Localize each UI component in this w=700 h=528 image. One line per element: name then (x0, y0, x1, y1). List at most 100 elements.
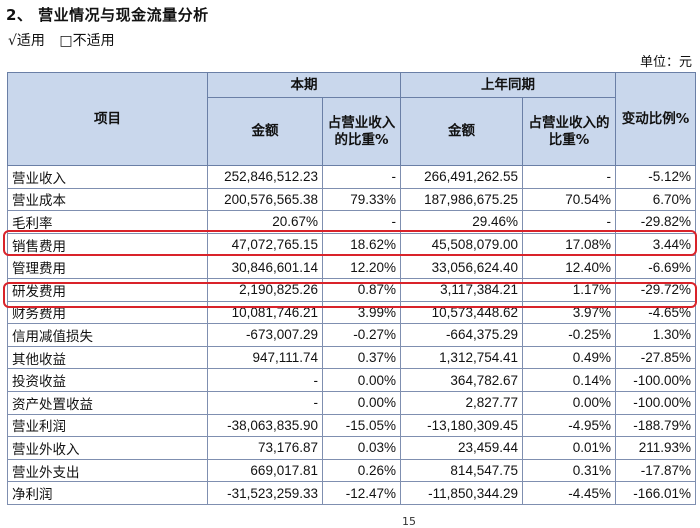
table-row: 管理费用 30,846,601.14 12.20% 33,056,624.40 12.4… (7, 255, 696, 279)
header-change-ratio: 变动比例% (615, 72, 696, 166)
row-item: 净利润 (7, 481, 208, 505)
table-row: 营业收入 252,846,512.23-266,491,262.55- -5.12% (7, 165, 696, 189)
row-item: 信用减值损失 (7, 323, 208, 347)
current-amount: 10,081,746.21 (207, 300, 323, 325)
change-ratio: -4.65% (615, 300, 696, 325)
unit-label: 单位：元 (639, 55, 692, 70)
change-ratio: -100.00% (615, 390, 696, 415)
page-number: 15 (402, 515, 416, 528)
change-ratio: -6.69% (615, 255, 696, 279)
prior-amount: 29.46% (400, 210, 523, 234)
current-share: 0.26% (322, 458, 401, 483)
not-applicable-option: □不适用 (59, 33, 115, 49)
prior-share: 0.00% (522, 390, 616, 415)
row-item: 其他收益 (7, 345, 208, 370)
change-ratio: 1.30% (615, 323, 696, 347)
current-amount: 252,846,512.23 (207, 165, 323, 189)
applicability-options: √适用 □不适用 (8, 30, 125, 50)
current-amount: -31,523,259.33 (207, 481, 323, 505)
header-current-period: 本期 (207, 72, 401, 98)
prior-amount: 10,573,448.62 (400, 300, 523, 325)
prior-amount: 3,117,384.21 (400, 277, 523, 302)
change-ratio: -29.72% (615, 277, 696, 302)
change-ratio: -5.12% (615, 165, 696, 189)
prior-share: 17.08% (522, 232, 616, 257)
row-item: 毛利率 (7, 210, 208, 234)
current-amount: 200,576,565.38 (207, 187, 323, 212)
current-share: 79.33% (322, 187, 401, 212)
header-item: 项目 (7, 72, 208, 166)
table-row: 信用减值损失 -673,007.29 -0.27% -664,375.29 -0.25%… (7, 323, 696, 347)
table-row: 销售费用 47,072,765.15 18.62% 45,508,079.00 17.0… (7, 232, 696, 257)
current-share: - (322, 165, 401, 189)
section-heading: 2、 营业情况与现金流量分析 (6, 6, 209, 24)
header-prior-amount: 金额 (400, 97, 523, 166)
current-amount: 669,017.81 (207, 458, 323, 483)
row-item: 营业成本 (7, 187, 208, 212)
table-row: 资产处置收益 -0.00% 2,827.77 0.00% -100.00% (7, 390, 696, 415)
current-share: 3.99% (322, 300, 401, 325)
row-item: 营业外收入 (7, 436, 208, 460)
table-row: 营业成本 200,576,565.38 79.33% 187,986,675.25 70… (7, 187, 696, 212)
header-prior-period: 上年同期 (400, 72, 616, 98)
change-ratio: -166.01% (615, 481, 696, 505)
prior-share: - (522, 165, 616, 189)
table-row: 投资收益 -0.00% 364,782.67 0.14% -100.00% (7, 368, 696, 392)
prior-share: - (522, 210, 616, 234)
prior-share: 1.17% (522, 277, 616, 302)
financial-table: 项目 本期 上年同期 变动比例% 金额 占营业收入的比重% 金额 占营业收入的比… (7, 72, 696, 505)
prior-amount: 266,491,262.55 (400, 165, 523, 189)
table-row: 营业外支出 669,017.81 0.26% 814,547.75 0.31% -17.8… (7, 458, 696, 483)
current-amount: 947,111.74 (207, 345, 323, 370)
prior-amount: 1,312,754.41 (400, 345, 523, 370)
change-ratio: -17.87% (615, 458, 696, 483)
current-share: -15.05% (322, 413, 401, 438)
row-item: 研发费用 (7, 277, 208, 302)
current-share: 0.37% (322, 345, 401, 370)
current-share: 12.20% (322, 255, 401, 279)
prior-share: -0.25% (522, 323, 616, 347)
table-body: 营业收入 252,846,512.23-266,491,262.55- -5.12%… (7, 165, 696, 505)
change-ratio: -188.79% (615, 413, 696, 438)
table-row: 营业利润 -38,063,835.90 -15.05% -13,180,309.45-… (7, 413, 696, 438)
prior-amount: -13,180,309.45 (400, 413, 523, 438)
change-ratio: -100.00% (615, 368, 696, 392)
prior-share: 0.01% (522, 436, 616, 460)
prior-share: 70.54% (522, 187, 616, 212)
row-item: 营业利润 (7, 413, 208, 438)
prior-share: 0.49% (522, 345, 616, 370)
table-row: 营业外收入 73,176.87 0.03% 23,459.44 0.01% 211.93% (7, 436, 696, 460)
current-amount: - (207, 368, 323, 392)
table-row: 财务费用 10,081,746.21 3.99% 10,573,448.62 3.97%… (7, 300, 696, 325)
current-share: -12.47% (322, 481, 401, 505)
table-row: 其他收益 947,111.74 0.37% 1,312,754.41 0.49% -27.… (7, 345, 696, 370)
row-item: 投资收益 (7, 368, 208, 392)
header-prior-share: 占营业收入的比重% (522, 97, 616, 166)
header-current-amount: 金额 (207, 97, 323, 166)
change-ratio: 3.44% (615, 232, 696, 257)
change-ratio: -29.82% (615, 210, 696, 234)
prior-share: 0.14% (522, 368, 616, 392)
current-share: 0.87% (322, 277, 401, 302)
row-item: 财务费用 (7, 300, 208, 325)
prior-share: -4.95% (522, 413, 616, 438)
current-amount: 73,176.87 (207, 436, 323, 460)
row-item: 管理费用 (7, 255, 208, 279)
prior-amount: 187,986,675.25 (400, 187, 523, 212)
current-share: 0.00% (322, 390, 401, 415)
prior-share: 0.31% (522, 458, 616, 483)
prior-amount: 364,782.67 (400, 368, 523, 392)
row-item: 资产处置收益 (7, 390, 208, 415)
current-share: - (322, 210, 401, 234)
applicable-option: √适用 (8, 33, 45, 49)
current-share: 18.62% (322, 232, 401, 257)
prior-amount: 23,459.44 (400, 436, 523, 460)
prior-amount: 45,508,079.00 (400, 232, 523, 257)
prior-amount: 33,056,624.40 (400, 255, 523, 279)
row-item: 营业外支出 (7, 458, 208, 483)
change-ratio: 6.70% (615, 187, 696, 212)
change-ratio: 211.93% (615, 436, 696, 460)
current-amount: 20.67% (207, 210, 323, 234)
prior-share: -4.45% (522, 481, 616, 505)
row-item: 销售费用 (7, 232, 208, 257)
